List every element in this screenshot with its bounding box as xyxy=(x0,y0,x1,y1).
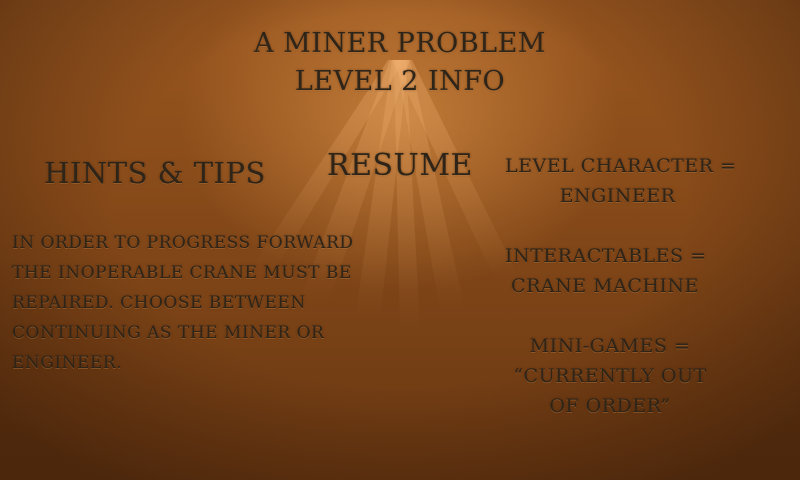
game-title: A Miner Problem xyxy=(254,28,546,59)
mini-games-value: “Currently out xyxy=(513,365,707,387)
mini-games-info: Mini-Games = “Currently out of order” xyxy=(505,331,715,421)
hints-line: continuing as the miner or xyxy=(12,323,325,343)
level-character-info: Level Character = Engineer xyxy=(505,151,737,211)
level-info-title: Level 2 Info xyxy=(294,66,506,97)
level-character-value: Engineer xyxy=(559,185,676,207)
hints-text: In order to progress forward the inopera… xyxy=(12,228,354,378)
hints-line: In order to progress forward xyxy=(12,233,354,253)
resume-button[interactable]: Resume xyxy=(327,148,473,183)
mini-games-value: of order” xyxy=(549,395,671,417)
hints-line: the inoperable crane must be xyxy=(12,263,352,283)
level-character-label: Level Character = xyxy=(505,155,737,177)
hints-line: repaired. Choose between xyxy=(12,293,306,313)
interactables-value: Crane Machine xyxy=(511,275,699,297)
hints-line: engineer. xyxy=(12,353,122,373)
interactables-label: Interactables = xyxy=(505,245,707,267)
interactables-info: Interactables = Crane Machine xyxy=(505,241,707,301)
hints-tips-heading: Hints & Tips xyxy=(44,156,266,190)
mini-games-label: Mini-Games = xyxy=(529,335,691,357)
